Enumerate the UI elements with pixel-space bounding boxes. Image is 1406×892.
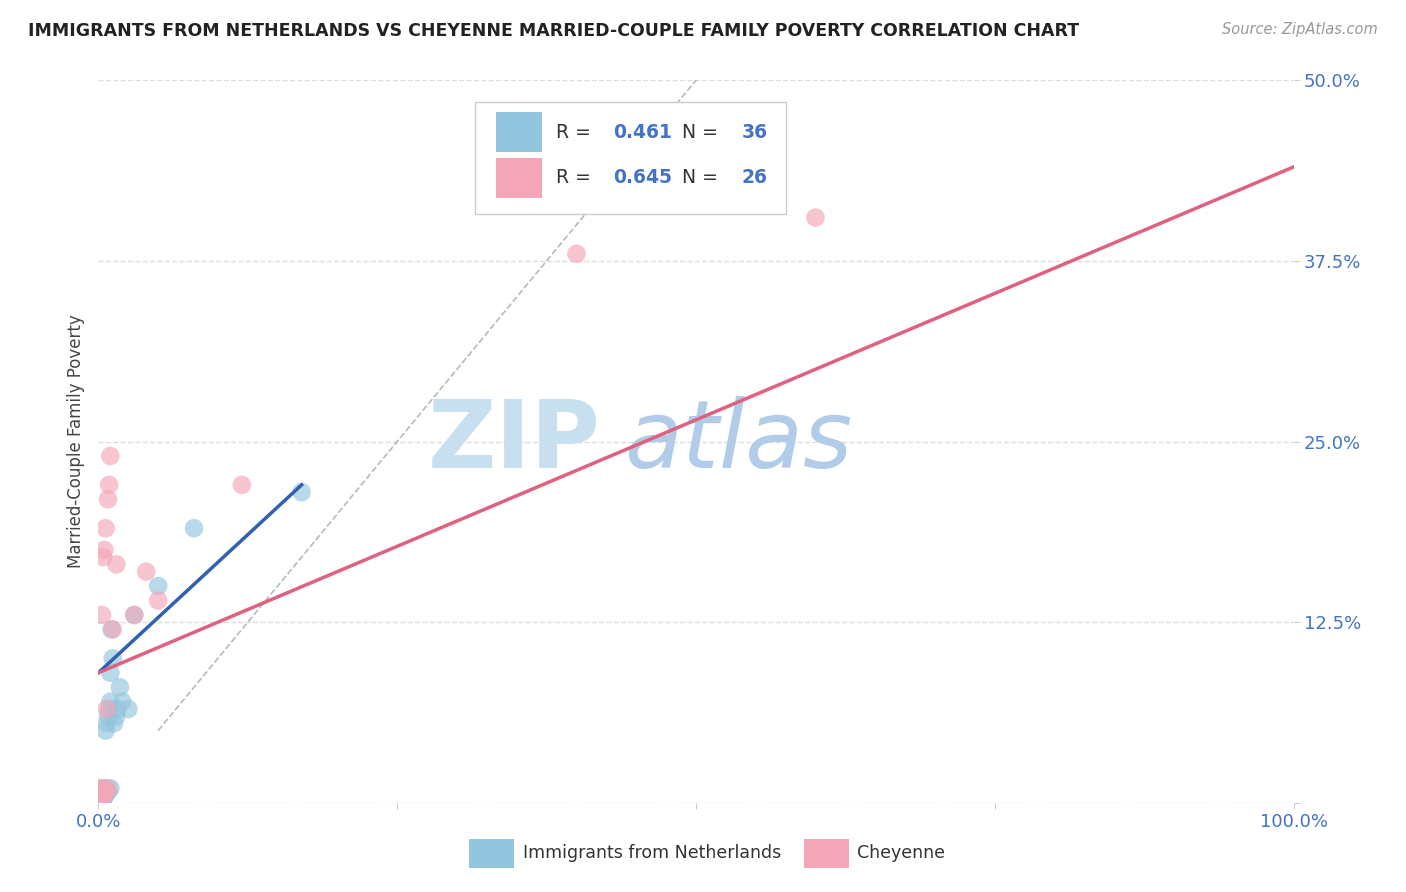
Point	[98, 695, 122, 709]
Point	[107, 702, 129, 716]
Point	[96, 702, 118, 716]
Text: 26: 26	[741, 169, 768, 187]
Point	[103, 716, 125, 731]
FancyBboxPatch shape	[496, 112, 541, 153]
Point	[135, 565, 157, 579]
Point	[98, 449, 122, 463]
FancyBboxPatch shape	[804, 838, 849, 868]
Point	[94, 521, 117, 535]
FancyBboxPatch shape	[496, 158, 541, 198]
Point	[96, 716, 118, 731]
Point	[94, 786, 117, 800]
Point	[90, 796, 112, 810]
Point	[91, 793, 114, 807]
Text: 36: 36	[741, 123, 768, 142]
Text: ZIP: ZIP	[427, 395, 600, 488]
Point	[105, 558, 128, 572]
Point	[101, 651, 124, 665]
Point	[124, 607, 146, 622]
Text: Source: ZipAtlas.com: Source: ZipAtlas.com	[1222, 22, 1378, 37]
Point	[98, 665, 122, 680]
Point	[91, 791, 114, 805]
Text: N =: N =	[682, 123, 724, 142]
Point	[91, 789, 114, 803]
Text: R =: R =	[557, 169, 598, 187]
Point	[148, 579, 170, 593]
Point	[91, 550, 114, 565]
Text: N =: N =	[682, 169, 724, 187]
Point	[98, 702, 121, 716]
Point	[93, 790, 115, 805]
Point	[90, 793, 112, 807]
Text: IMMIGRANTS FROM NETHERLANDS VS CHEYENNE MARRIED-COUPLE FAMILY POVERTY CORRELATIO: IMMIGRANTS FROM NETHERLANDS VS CHEYENNE …	[28, 22, 1080, 40]
Point	[117, 702, 139, 716]
Point	[93, 789, 115, 803]
Point	[565, 246, 588, 260]
Point	[97, 784, 120, 798]
Point	[94, 787, 117, 801]
Point	[98, 781, 122, 796]
Point	[94, 723, 117, 738]
Point	[93, 784, 115, 798]
Point	[148, 593, 170, 607]
Point	[97, 781, 120, 796]
Text: R =: R =	[557, 123, 598, 142]
Point	[97, 492, 120, 507]
Point	[93, 542, 115, 557]
Point	[93, 781, 115, 796]
Point	[291, 485, 314, 500]
Point	[91, 790, 114, 805]
Point	[183, 521, 205, 535]
Point	[93, 784, 115, 798]
Text: Immigrants from Netherlands: Immigrants from Netherlands	[523, 845, 780, 863]
Point	[91, 791, 114, 805]
Point	[105, 709, 128, 723]
FancyBboxPatch shape	[475, 102, 786, 214]
Text: Cheyenne: Cheyenne	[858, 845, 945, 863]
Text: 0.645: 0.645	[613, 169, 672, 187]
FancyBboxPatch shape	[470, 838, 515, 868]
Point	[101, 623, 124, 637]
Point	[100, 623, 122, 637]
Point	[124, 607, 146, 622]
Point	[804, 211, 827, 225]
Y-axis label: Married-Couple Family Poverty: Married-Couple Family Poverty	[66, 315, 84, 568]
Point	[91, 781, 114, 796]
Point	[108, 680, 131, 694]
Point	[87, 781, 110, 796]
Point	[91, 794, 114, 808]
Point	[91, 789, 114, 803]
Text: 0.461: 0.461	[613, 123, 672, 142]
Point	[91, 787, 114, 801]
Point	[91, 790, 114, 805]
Point	[91, 607, 114, 622]
Point	[91, 786, 114, 800]
Text: atlas: atlas	[624, 396, 852, 487]
Point	[97, 709, 120, 723]
Point	[96, 786, 118, 800]
Point	[98, 478, 121, 492]
Point	[89, 789, 111, 803]
Point	[111, 695, 134, 709]
Point	[90, 781, 112, 796]
Point	[94, 784, 117, 798]
Point	[231, 478, 253, 492]
